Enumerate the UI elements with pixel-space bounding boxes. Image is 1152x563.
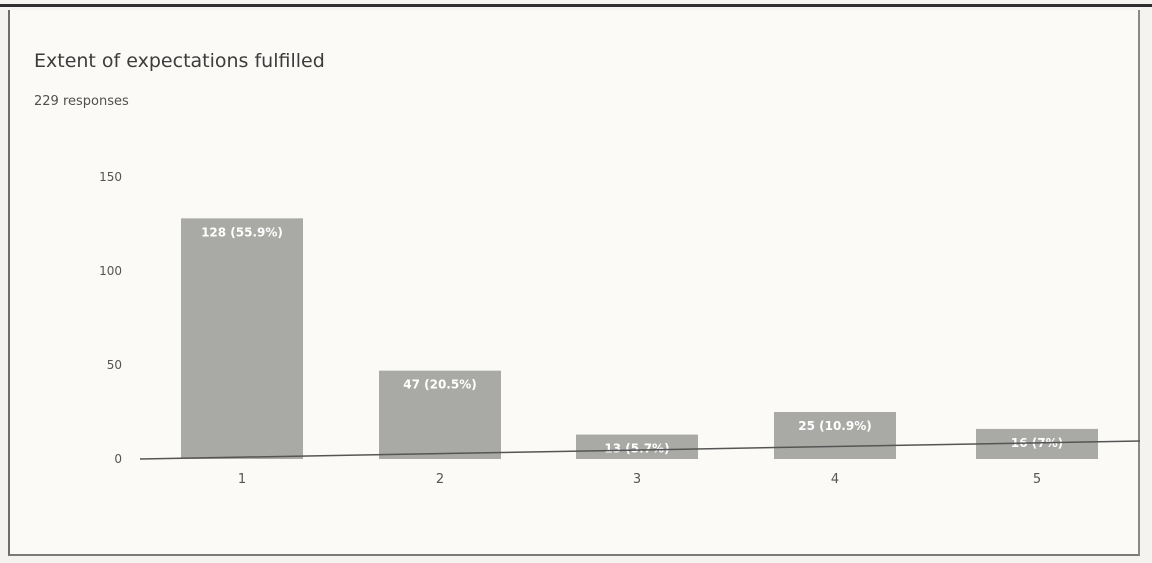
- response-count: 229 responses: [34, 94, 129, 109]
- chart-title: Extent of expectations fulfilled: [34, 50, 325, 72]
- bar-data-label: 13 (5.7%): [604, 442, 669, 456]
- y-tick-label: 100: [99, 264, 122, 278]
- bar-data-label: 47 (20.5%): [403, 378, 476, 392]
- y-tick-label: 0: [114, 452, 122, 466]
- top-border-line: [0, 4, 1152, 7]
- x-axis-line: [139, 440, 1141, 460]
- x-tick-label: 2: [436, 472, 444, 487]
- bar-data-label: 25 (10.9%): [798, 419, 871, 433]
- x-tick-label: 1: [238, 472, 246, 487]
- bar: [379, 370, 501, 459]
- bar: [774, 412, 896, 459]
- bar-data-label: 128 (55.9%): [201, 225, 283, 239]
- y-tick-label: 50: [107, 358, 122, 372]
- x-tick-label: 5: [1033, 472, 1041, 487]
- bar: [576, 434, 698, 459]
- x-tick-label: 4: [831, 472, 839, 487]
- y-tick-label: 150: [99, 170, 122, 184]
- bar: [181, 218, 303, 459]
- x-tick-label: 3: [633, 472, 641, 487]
